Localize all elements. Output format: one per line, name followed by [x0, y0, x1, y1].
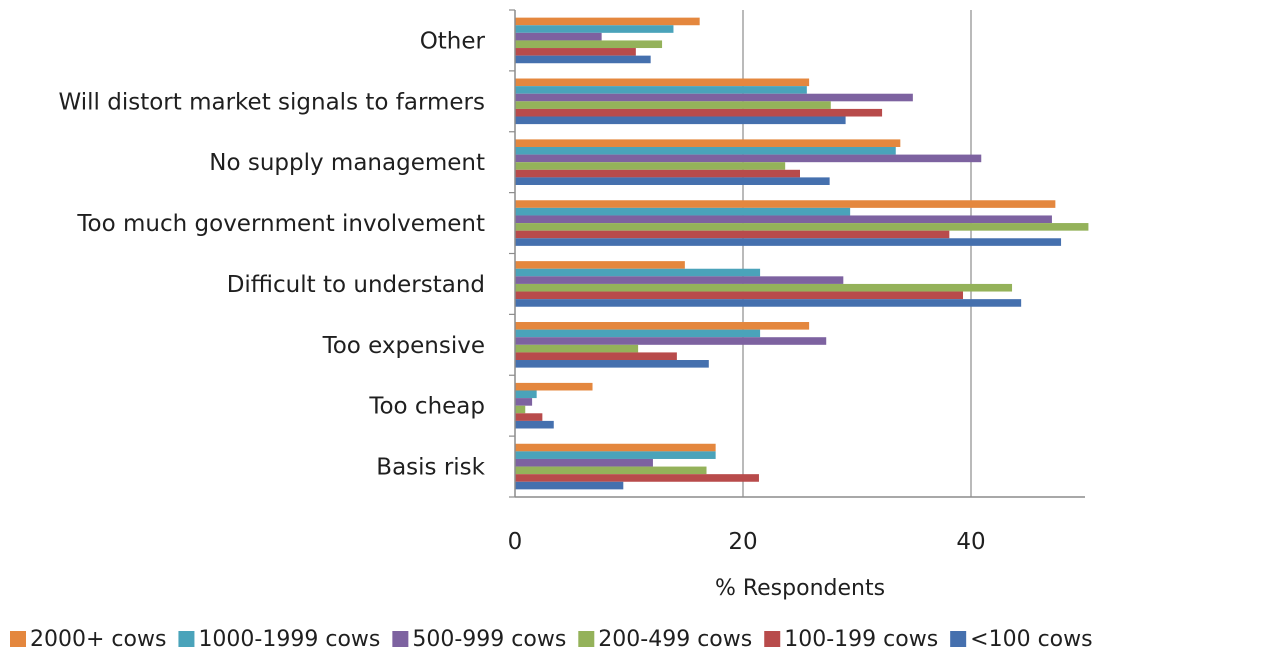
- category-label: Too expensive: [322, 333, 485, 359]
- bar: [515, 299, 1022, 307]
- bar: [515, 223, 1089, 231]
- bar: [515, 101, 831, 109]
- bar: [515, 337, 827, 345]
- x-tick-label: 40: [956, 529, 985, 555]
- legend-swatch: [764, 631, 781, 647]
- bar: [515, 215, 1052, 224]
- bar: [515, 177, 830, 185]
- bar: [515, 48, 636, 56]
- bar: [515, 398, 533, 406]
- bar: [515, 25, 674, 33]
- category-label: Will distort market signals to farmers: [59, 89, 485, 115]
- legend-swatch: [178, 631, 195, 647]
- bar: [515, 405, 526, 414]
- legend-label: <100 cows: [970, 627, 1092, 652]
- axes: [509, 9, 1085, 498]
- bar: [515, 413, 543, 421]
- bar: [515, 283, 1013, 292]
- legend-label: 100-199 cows: [784, 627, 938, 652]
- bar: [515, 322, 810, 330]
- bar: [515, 55, 651, 64]
- bar: [515, 108, 883, 117]
- bar: [515, 390, 537, 399]
- bar: [515, 458, 653, 467]
- bar: [515, 481, 624, 490]
- bar: [515, 169, 800, 178]
- legend-swatch: [578, 631, 595, 647]
- bar: [515, 93, 913, 102]
- category-label: Basis risk: [376, 455, 485, 481]
- bar: [515, 466, 707, 475]
- legend-swatch: [950, 631, 967, 647]
- bar: [515, 382, 593, 391]
- legend-label: 1000-1999 cows: [198, 627, 380, 652]
- bar: [515, 40, 663, 49]
- bar: [515, 451, 716, 459]
- category-label: No supply management: [209, 150, 485, 176]
- bar: [515, 261, 685, 269]
- bar: [515, 238, 1062, 246]
- bar: [515, 276, 844, 284]
- category-labels: Basis risk Too cheap Too expensive Difficul…: [59, 28, 486, 480]
- x-tick-labels: 0 20 40: [508, 529, 986, 555]
- x-tick-label: 0: [508, 529, 523, 555]
- bar: [515, 207, 851, 216]
- bar: [515, 329, 761, 338]
- category-label: Difficult to understand: [227, 272, 485, 298]
- bar: [515, 200, 1056, 208]
- bar: [515, 360, 709, 368]
- legend-label: 200-499 cows: [598, 627, 752, 652]
- bars: [515, 17, 1089, 490]
- bar: [515, 32, 602, 41]
- legend-swatch: [10, 631, 26, 647]
- legend-label: 2000+ cows: [30, 627, 166, 652]
- bar: [515, 139, 901, 147]
- legend: 2000+ cows 1000-1999 cows 500-999 cows 200-…: [10, 627, 1093, 652]
- legend-swatch: [392, 631, 409, 647]
- bar: [515, 162, 786, 170]
- bar: [515, 17, 700, 26]
- bar: [515, 443, 716, 452]
- bar: [515, 474, 759, 482]
- legend-label: 500-999 cows: [412, 627, 566, 652]
- bar: [515, 146, 896, 155]
- bar: [515, 291, 964, 300]
- bar: [515, 230, 950, 239]
- category-label: Too cheap: [368, 394, 485, 420]
- bar: [515, 86, 807, 94]
- bar: [515, 78, 810, 87]
- category-label: Too much government involvement: [76, 211, 485, 237]
- bar: [515, 268, 761, 277]
- bar: [515, 154, 982, 163]
- bar: [515, 116, 846, 125]
- bar: [515, 352, 677, 361]
- x-axis-title: % Respondents: [715, 576, 885, 601]
- category-label: Other: [420, 28, 486, 54]
- x-tick-label: 20: [728, 529, 757, 555]
- bar: [515, 344, 639, 353]
- bar: [515, 420, 554, 429]
